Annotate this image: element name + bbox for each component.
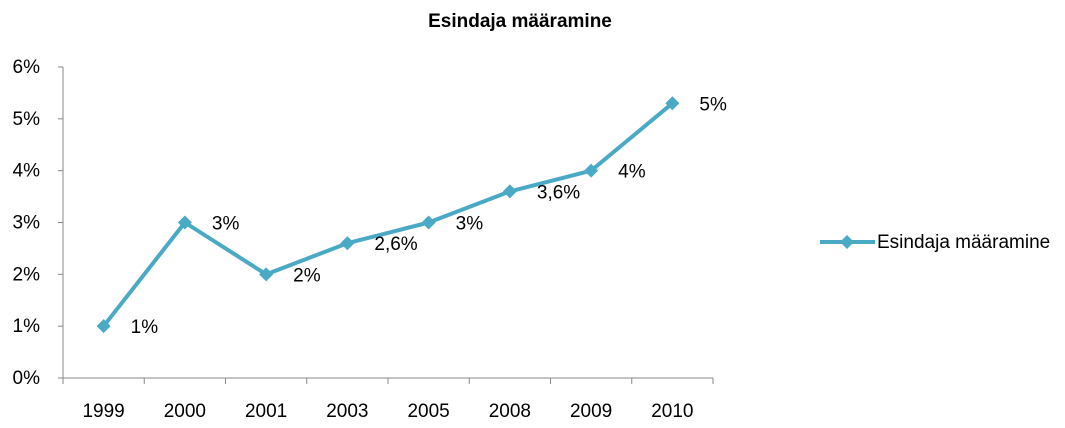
x-tick-label: 1999 bbox=[82, 401, 124, 422]
y-tick-label: 6% bbox=[13, 57, 41, 78]
x-tick-label: 2003 bbox=[326, 401, 368, 422]
y-tick-label: 2% bbox=[13, 264, 41, 285]
chart-title: Esindaja määramine bbox=[428, 11, 612, 32]
x-tick-label: 2010 bbox=[651, 401, 693, 422]
y-tick-label: 3% bbox=[13, 213, 41, 234]
x-tick-label: 2000 bbox=[164, 401, 206, 422]
marker bbox=[340, 236, 355, 251]
data-label: 3% bbox=[456, 214, 484, 235]
data-label: 1% bbox=[131, 317, 159, 338]
marker bbox=[96, 319, 111, 334]
y-tick-label: 4% bbox=[13, 161, 41, 182]
marker bbox=[502, 184, 517, 199]
line bbox=[102, 101, 674, 328]
x-tick-label: 2008 bbox=[489, 401, 531, 422]
x-tick-label: 2009 bbox=[570, 401, 612, 422]
marker bbox=[177, 215, 192, 230]
data-label: 2,6% bbox=[374, 234, 417, 255]
legend-marker bbox=[840, 235, 854, 249]
data-label: 3,6% bbox=[537, 182, 580, 203]
data-label: 3% bbox=[212, 214, 240, 235]
marker bbox=[259, 267, 274, 282]
marker bbox=[584, 163, 599, 178]
marker bbox=[421, 215, 436, 230]
data-label: 2% bbox=[293, 265, 321, 286]
data-label: 4% bbox=[618, 162, 646, 183]
y-tick-label: 0% bbox=[13, 368, 41, 389]
data-label: 5% bbox=[699, 94, 727, 115]
y-tick-label: 5% bbox=[13, 109, 41, 130]
legend-label: Esindaja määramine bbox=[877, 232, 1050, 253]
y-tick-label: 1% bbox=[13, 316, 41, 337]
x-tick-label: 2005 bbox=[407, 401, 449, 422]
marker bbox=[665, 96, 680, 111]
x-tick-label: 2001 bbox=[245, 401, 287, 422]
